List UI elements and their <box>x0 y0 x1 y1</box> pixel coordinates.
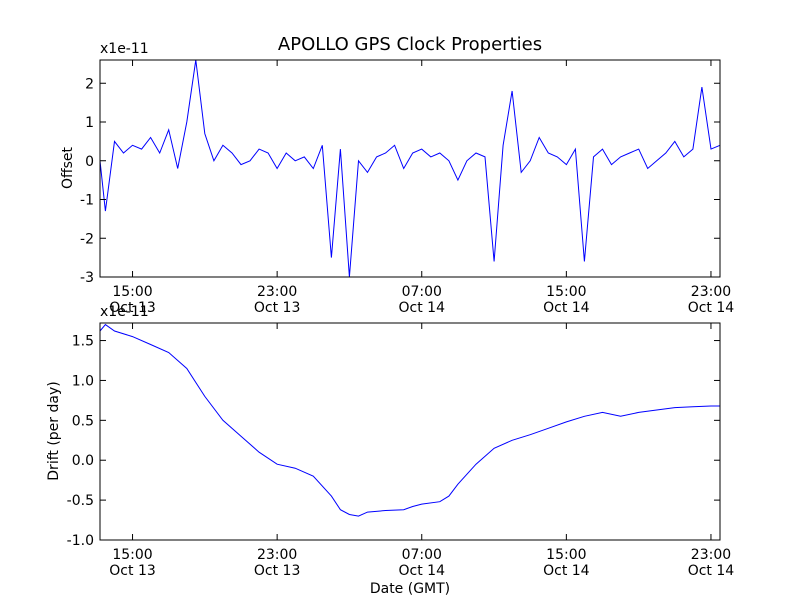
x-tick-time-label: 15:00 <box>546 284 586 300</box>
series-line <box>99 323 720 517</box>
bottom-axes-frame <box>99 322 721 541</box>
x-tick-date-label: Oct 14 <box>688 300 735 316</box>
x-tick-time-label: 15:00 <box>112 284 152 300</box>
y-tick-label: -1 <box>80 193 94 209</box>
series-line <box>99 59 721 278</box>
y-tick-label: -1.0 <box>67 533 94 549</box>
x-tick-time-label: 23:00 <box>257 547 297 563</box>
x-tick-time-label: 15:00 <box>112 547 152 563</box>
chart-title: APOLLO GPS Clock Properties <box>278 34 542 55</box>
x-tick-date-label: Oct 14 <box>399 300 446 316</box>
x-tick-date-label: Oct 13 <box>254 563 300 579</box>
x-tick-date-label: Oct 14 <box>688 563 735 579</box>
y-tick-label: 2 <box>85 76 94 92</box>
y-tick-label: 0.5 <box>72 413 94 429</box>
y-tick-label: -2 <box>80 231 94 247</box>
bottom-y-ticks: -1.0 -0.5 0.0 0.5 1.0 1.5 <box>67 334 720 549</box>
bottom-x-axis-label: Date (GMT) <box>370 581 450 597</box>
x-tick-time-label: 15:00 <box>546 547 586 563</box>
x-tick-date-label: Oct 13 <box>254 300 300 316</box>
bottom-series-line-group <box>99 323 720 517</box>
x-tick-time-label: 23:00 <box>691 547 731 563</box>
y-tick-label: 1.5 <box>72 334 94 350</box>
x-tick-time-label: 07:00 <box>402 547 442 563</box>
x-tick-date-label: Oct 13 <box>109 300 155 316</box>
top-y-ticks: -3 -2 -1 0 1 2 <box>80 76 720 286</box>
x-tick-date-label: Oct 14 <box>399 563 446 579</box>
x-tick-date-label: Oct 14 <box>543 300 590 316</box>
x-tick-time-label: 23:00 <box>257 284 297 300</box>
top-axes-frame <box>99 59 721 278</box>
y-tick-label: 0 <box>85 154 94 170</box>
top-series-line-group <box>99 59 721 278</box>
top-offset-text: x1e-11 <box>100 41 149 57</box>
x-tick-time-label: 23:00 <box>691 284 731 300</box>
x-tick-date-label: Oct 13 <box>109 563 155 579</box>
bottom-y-axis-label: Drift (per day) <box>46 381 62 480</box>
x-tick-date-label: Oct 14 <box>543 563 590 579</box>
y-tick-label: -0.5 <box>67 493 94 509</box>
top-y-axis-label: Offset <box>60 146 76 189</box>
x-tick-time-label: 07:00 <box>402 284 442 300</box>
bottom-offset-text: x1e-11 <box>100 304 149 320</box>
y-tick-label: 1 <box>85 115 94 131</box>
y-tick-label: -3 <box>80 270 94 286</box>
y-tick-label: 0.0 <box>72 453 94 469</box>
y-tick-label: 1.0 <box>72 373 94 389</box>
